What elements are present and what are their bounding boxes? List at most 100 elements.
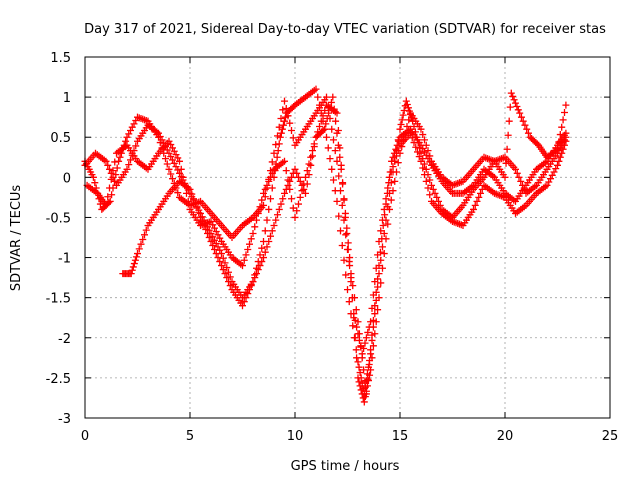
- data-point: [176, 157, 183, 165]
- data-point: [316, 123, 323, 131]
- data-point: [132, 142, 140, 150]
- data-point: [338, 201, 346, 209]
- data-point: [507, 89, 515, 97]
- data-point: [328, 125, 336, 133]
- data-point: [398, 116, 406, 124]
- x-tick-label: 10: [287, 429, 304, 444]
- data-point: [422, 177, 430, 185]
- x-axis-ticks: 0 5 10 15 20 25: [81, 57, 618, 444]
- data-point: [504, 131, 512, 139]
- data-point: [408, 134, 416, 142]
- data-point: [415, 153, 423, 161]
- data-point: [310, 140, 318, 148]
- data-point: [139, 236, 147, 244]
- data-point: [335, 172, 343, 180]
- data-point: [344, 286, 351, 294]
- data-point: [261, 227, 269, 235]
- data-point: [123, 133, 131, 141]
- data-point: [426, 152, 434, 160]
- data-point: [109, 167, 117, 175]
- data-point: [244, 290, 252, 298]
- data-point: [155, 133, 162, 141]
- data-point: [242, 294, 250, 302]
- data-point: [433, 193, 441, 201]
- data-point: [362, 387, 370, 395]
- data-point: [216, 258, 224, 266]
- data-point: [293, 169, 301, 177]
- data-point: [371, 278, 379, 286]
- data-point: [375, 238, 383, 246]
- data-point: [265, 177, 273, 185]
- data-point: [562, 101, 570, 109]
- data-point: [422, 141, 430, 149]
- data-point: [106, 184, 113, 192]
- data-point: [333, 157, 341, 165]
- data-point: [282, 167, 290, 175]
- data-point: [281, 189, 288, 197]
- data-point: [102, 201, 110, 209]
- data-point: [421, 171, 428, 179]
- data-point: [377, 227, 385, 235]
- data-point: [225, 278, 232, 286]
- data-point: [389, 187, 397, 195]
- data-point: [521, 121, 529, 129]
- data-point: [265, 238, 273, 246]
- data-point: [338, 242, 346, 250]
- data-point: [205, 234, 213, 241]
- data-point: [339, 179, 347, 187]
- data-point: [327, 98, 335, 106]
- data-point: [333, 109, 341, 117]
- data-point: [209, 242, 217, 250]
- data-point: [419, 131, 427, 139]
- data-point: [562, 129, 570, 137]
- data-point: [555, 157, 563, 165]
- data-point: [258, 244, 266, 252]
- y-tick-label: -2.5: [46, 372, 71, 387]
- data-point: [272, 216, 280, 224]
- data-point: [389, 163, 397, 171]
- data-point: [104, 193, 112, 201]
- x-tick-label: 25: [602, 429, 619, 444]
- data-point: [336, 144, 344, 152]
- data-point: [265, 205, 273, 213]
- data-point: [548, 171, 556, 179]
- data-point: [251, 274, 259, 282]
- data-point: [512, 165, 519, 173]
- data-point: [333, 197, 341, 205]
- data-point: [104, 161, 112, 169]
- data-point: [417, 125, 425, 133]
- data-point: [330, 176, 337, 184]
- data-point: [345, 298, 353, 306]
- data-point: [431, 189, 439, 197]
- data-point: [341, 213, 349, 221]
- data-point: [130, 120, 138, 128]
- data-point: [515, 173, 523, 181]
- data-point: [358, 350, 366, 358]
- data-point: [267, 232, 274, 240]
- data-point: [142, 226, 150, 234]
- data-point: [397, 121, 405, 129]
- data-point: [202, 225, 210, 233]
- data-point: [258, 196, 266, 204]
- data-point: [410, 139, 418, 147]
- data-point: [561, 108, 568, 116]
- data-point: [509, 92, 517, 100]
- data-point: [293, 207, 301, 215]
- data-point: [343, 229, 351, 237]
- y-axis-label: SDTVAR / TECUs: [9, 185, 24, 292]
- data-point: [281, 97, 288, 105]
- data-point: [317, 117, 325, 125]
- data-point: [281, 157, 288, 165]
- data-point: [323, 93, 330, 101]
- data-point: [368, 304, 376, 312]
- data-point: [405, 116, 413, 124]
- data-point: [429, 185, 437, 193]
- data-point: [364, 328, 372, 336]
- data-point: [286, 177, 294, 185]
- data-point: [102, 157, 110, 165]
- data-point: [239, 302, 246, 310]
- data-point: [344, 246, 352, 254]
- data-point: [246, 240, 253, 248]
- data-point: [268, 227, 276, 235]
- data-point: [284, 176, 292, 184]
